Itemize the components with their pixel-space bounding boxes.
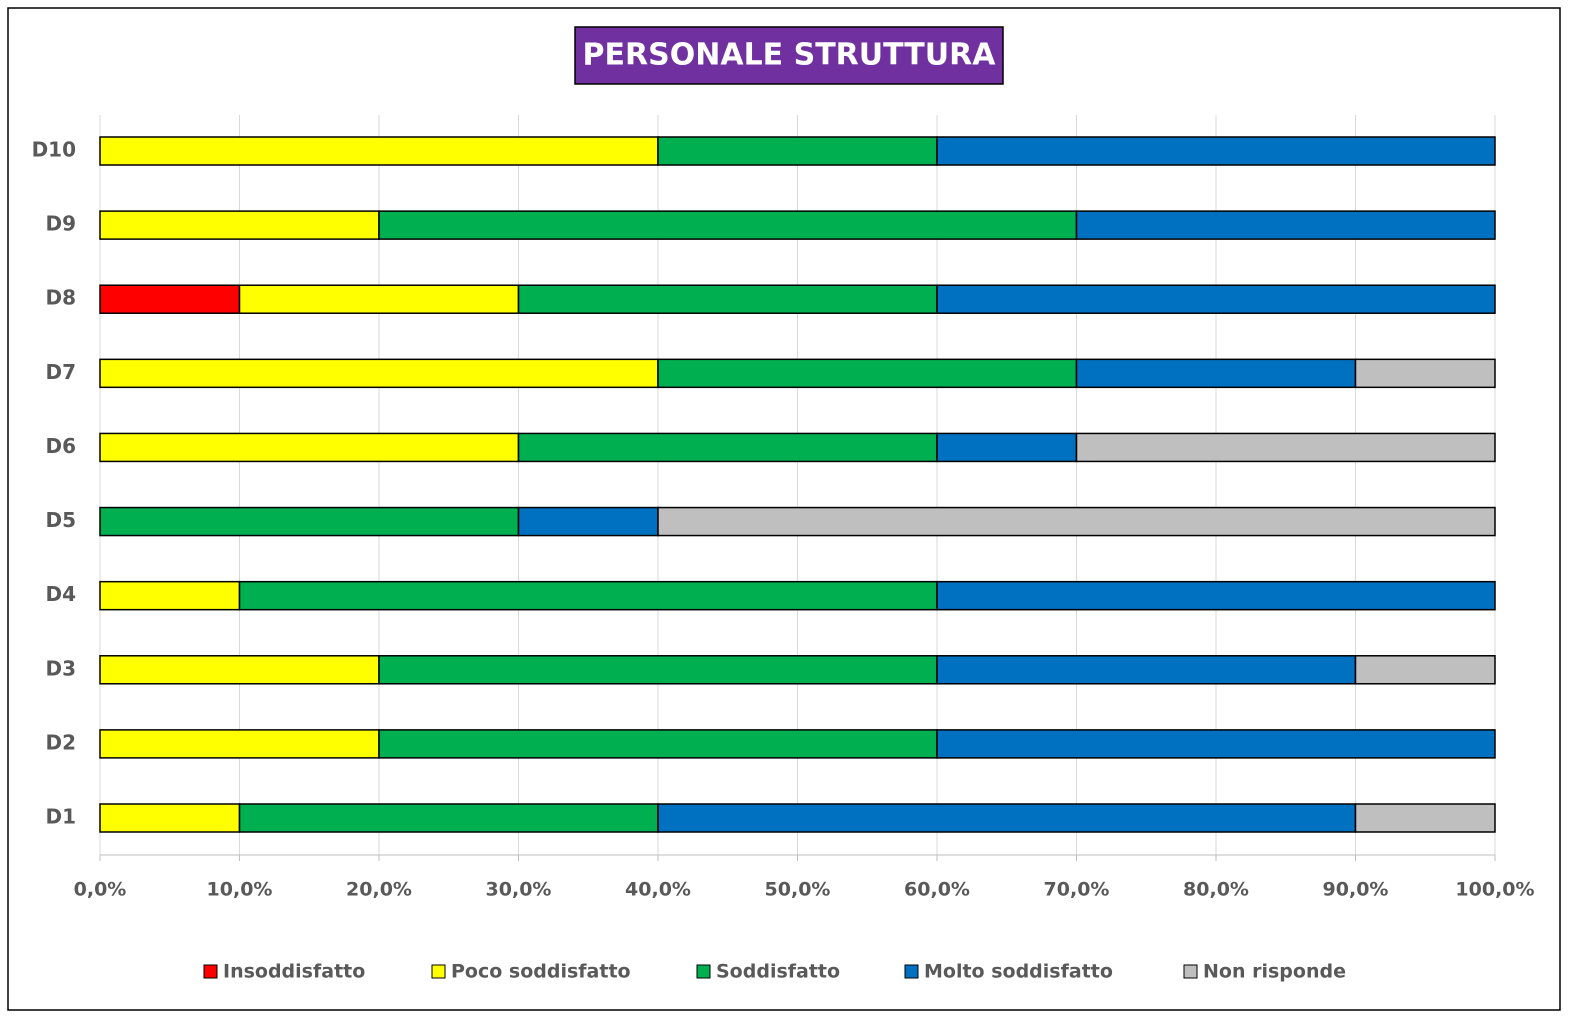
bar-segment [517,432,938,463]
legend-swatch [1183,964,1198,979]
bar-segment [936,284,1496,314]
chart-title: PERSONALE STRUTTURA [583,38,997,73]
x-tick-label: 50,0% [765,879,831,901]
legend-label: Insoddisfatto [223,961,365,983]
legend-swatch [904,964,919,979]
bar-segment [1354,655,1496,685]
legend-label: Poco soddisfatto [451,961,631,983]
bar-segment [99,580,241,611]
bar-segment [936,655,1357,685]
bar-segment [936,432,1078,463]
bar-segment [657,358,1078,389]
bar-segment [1075,358,1357,389]
y-tick-label: D3 [45,656,76,680]
bar-segment [99,506,520,537]
y-tick-label: D1 [45,805,76,829]
y-tick-label: D9 [45,212,76,236]
bar-segment [238,284,520,314]
bar-segment [657,506,1496,537]
bar-segment [1075,210,1496,240]
legend-swatch [431,964,446,979]
y-tick-label: D2 [45,730,76,754]
bar-segment [936,729,1496,759]
legend-label: Molto soddisfatto [924,961,1113,983]
bar-segment [99,136,659,166]
x-tick-label: 70,0% [1044,879,1110,901]
bar-segment [936,580,1496,611]
legend-swatch [696,964,711,979]
bar-segment [238,803,659,833]
bar-segment [1354,358,1496,389]
x-tick-label: 10,0% [207,879,273,901]
x-tick-label: 40,0% [625,879,691,901]
y-tick-label: D5 [45,508,76,532]
x-tick-label: 30,0% [486,879,552,901]
y-tick-label: D7 [45,360,76,384]
bar-segment [517,284,938,314]
y-tick-label: D10 [32,138,76,162]
bar-segment [238,580,938,611]
bar-segment [99,210,380,240]
legend-label: Soddisfatto [716,961,840,983]
bar-segment [99,284,241,314]
x-tick-label: 20,0% [346,879,412,901]
x-tick-label: 0,0% [74,879,127,901]
bar-segment [99,655,380,685]
bar-segment [1075,432,1496,463]
bar-segment [378,655,938,685]
x-tick-label: 100,0% [1455,879,1534,901]
bar-segment [99,358,659,389]
y-tick-label: D4 [45,582,76,606]
bar-segment [517,506,659,537]
bar-segment [657,803,1357,833]
bar-segment [657,136,938,166]
bar-segment [936,136,1496,166]
y-tick-label: D6 [45,434,76,458]
bar-segment [1354,803,1496,833]
title-box [574,26,1004,85]
bar-segment [99,729,380,759]
x-tick-label: 60,0% [904,879,970,901]
x-tick-label: 80,0% [1183,879,1249,901]
y-tick-label: D8 [45,286,76,310]
x-tick-label: 90,0% [1323,879,1389,901]
legend-label: Non risponde [1203,961,1346,983]
bar-segment [99,432,520,463]
bar-segment [99,803,241,833]
bar-segment [378,210,1078,240]
legend-swatch [203,964,218,979]
bar-segment [378,729,938,759]
